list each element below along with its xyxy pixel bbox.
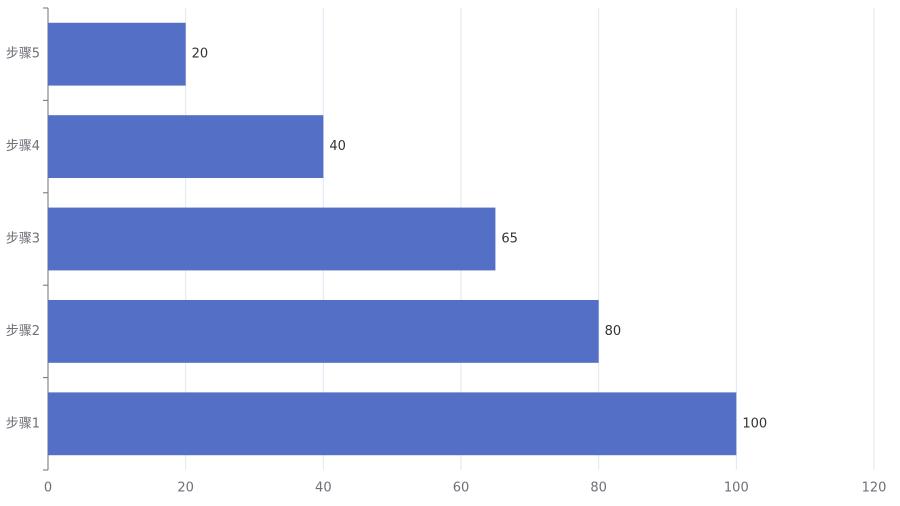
y-tick-label: 步骤2	[6, 324, 40, 339]
data-label: 20	[192, 47, 209, 62]
data-label: 80	[605, 324, 622, 339]
x-tick-label: 100	[724, 481, 749, 496]
data-label: 65	[501, 232, 518, 247]
x-tick-label: 120	[862, 481, 887, 496]
bar	[48, 207, 496, 271]
data-label: 100	[742, 416, 767, 431]
bar	[48, 22, 186, 86]
x-tick-label: 60	[453, 481, 470, 496]
bar	[48, 299, 599, 363]
y-tick-label: 步骤1	[6, 416, 40, 431]
x-tick-label: 80	[590, 481, 607, 496]
y-tick-label: 步骤3	[6, 232, 40, 247]
y-tick-label: 步骤4	[6, 139, 40, 154]
bar	[48, 392, 737, 456]
x-tick-label: 40	[315, 481, 332, 496]
x-tick-label: 0	[44, 481, 52, 496]
x-tick-label: 20	[177, 481, 194, 496]
data-label: 40	[329, 139, 346, 154]
y-tick-label: 步骤5	[6, 47, 40, 62]
bar	[48, 115, 324, 179]
